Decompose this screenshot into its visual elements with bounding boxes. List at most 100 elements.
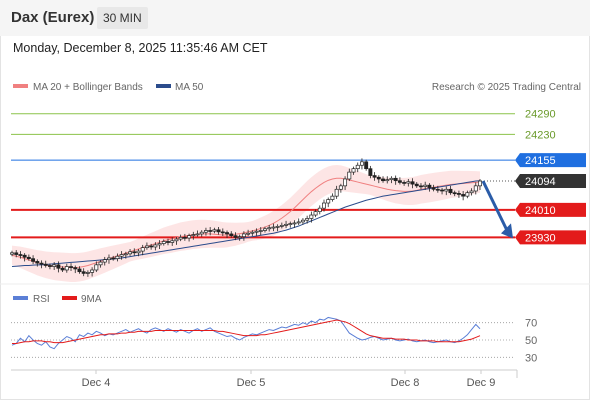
candle-body (469, 190, 474, 194)
candle-body (14, 252, 19, 255)
rsi-tick-30: 30 (525, 352, 537, 364)
candle-body (330, 195, 335, 200)
level-tag-24094 (515, 174, 586, 189)
candle-body (195, 233, 200, 236)
candle-body (81, 271, 86, 274)
x-tick-label: Dec 8 (391, 377, 420, 389)
candle-body (364, 161, 369, 170)
candle-body (35, 261, 40, 264)
rsi-legend-swatch (13, 296, 28, 300)
candle-body (372, 175, 377, 178)
candle-body (199, 231, 204, 235)
rsi-ma-legend-swatch (62, 296, 77, 300)
ma50-line (11, 180, 481, 268)
candle-body (296, 221, 301, 224)
candle-body (250, 231, 255, 234)
level-label-24290: 24290 (525, 109, 556, 121)
rsi-tick-50: 50 (525, 335, 537, 347)
candle-body (31, 258, 36, 262)
level-label-24094: 24094 (525, 176, 556, 188)
rsi-legend-label: RSI (33, 294, 50, 305)
candle-body (191, 234, 196, 236)
candle-body (326, 199, 331, 204)
candle-body (473, 185, 478, 192)
candle-body (254, 230, 259, 233)
candle-body (170, 240, 175, 243)
candle-body (69, 266, 73, 268)
candle-body (461, 194, 466, 197)
candle-body (203, 230, 208, 233)
candle-body (376, 176, 381, 180)
candle-body (263, 228, 267, 231)
forecast-arrow-shaft (481, 180, 509, 232)
candle-body (10, 252, 14, 255)
candle-body (56, 264, 61, 269)
candle-body (389, 177, 394, 181)
candle-body (305, 218, 310, 221)
candle-body (431, 187, 436, 190)
candle-body (111, 257, 116, 260)
moving-averages (11, 177, 481, 269)
x-tick-label: Dec 4 (82, 377, 111, 389)
x-tick-label: Dec 9 (467, 377, 496, 389)
ma50-legend-swatch (156, 84, 171, 88)
price-labels: 24290 24230 24155 24094 24010 23930 (515, 109, 586, 245)
candle-body (359, 161, 364, 166)
candle-body (406, 181, 411, 184)
candle-body (334, 188, 339, 197)
candle-body (166, 241, 170, 243)
timeframe-badge[interactable]: 30 MIN (97, 7, 148, 29)
candle-body (123, 253, 128, 256)
level-label-24010: 24010 (525, 205, 556, 217)
candle-body (98, 261, 103, 266)
candle-body (419, 185, 423, 188)
candle-body (435, 188, 440, 191)
ma20-line (11, 177, 481, 269)
candle-body (90, 269, 95, 273)
candle-body (237, 236, 242, 239)
candle-body (132, 251, 137, 254)
level-tag-24010 (515, 202, 586, 217)
price-levels (11, 113, 515, 239)
candle-body (292, 222, 297, 225)
ma20-legend-swatch (13, 84, 28, 88)
candle-body (258, 230, 263, 232)
candle-body (229, 233, 234, 236)
level-tag-23930 (515, 230, 586, 245)
candle-body (102, 259, 107, 263)
candle-body (271, 226, 276, 229)
candle-body (246, 232, 251, 235)
candle-body (149, 245, 154, 248)
candles (10, 158, 482, 277)
candle-body (22, 254, 27, 258)
candle-body (444, 188, 449, 192)
candle-body (128, 251, 133, 255)
candle-body (52, 264, 57, 267)
candle-body (18, 254, 23, 256)
candle-body (288, 223, 293, 225)
candle-body (187, 235, 192, 239)
level-label-24230: 24230 (525, 129, 556, 141)
candle-body (267, 227, 272, 230)
rsi-line (11, 316, 481, 350)
candle-body (279, 224, 284, 227)
candle-body (355, 164, 360, 170)
x-tick-label: Dec 5 (237, 377, 266, 389)
candle-body (77, 268, 82, 273)
candle-body (39, 262, 44, 265)
candle-body (241, 233, 246, 238)
candle-body (275, 226, 280, 228)
candle-body (309, 214, 314, 219)
candle-body (216, 229, 221, 233)
candle-body (212, 229, 217, 232)
candle-body (73, 267, 78, 270)
candle-body (157, 243, 162, 246)
candle-body (94, 264, 99, 271)
candle-body (85, 272, 90, 274)
candle-body (440, 189, 445, 192)
candle-body (233, 235, 238, 238)
rsi-tick-70: 70 (525, 318, 537, 330)
candle-body (208, 230, 213, 232)
candle-body (456, 193, 461, 195)
